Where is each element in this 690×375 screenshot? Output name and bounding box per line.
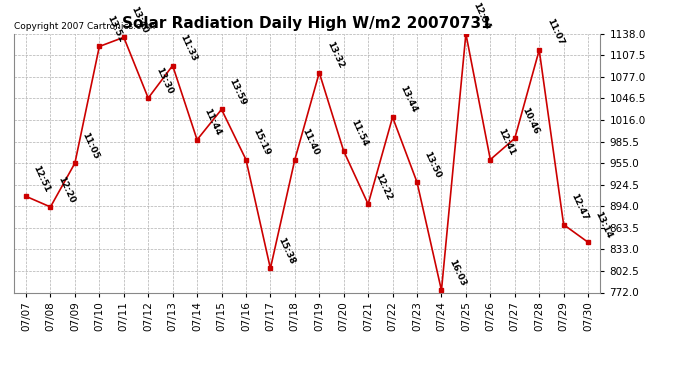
Text: 13:14: 13:14 [593,210,614,240]
Text: 13:40: 13:40 [129,5,150,34]
Text: 11:05: 11:05 [81,131,101,160]
Text: 13:51: 13:51 [105,14,125,44]
Text: 12:22: 12:22 [374,172,394,201]
Text: 13:44: 13:44 [398,84,419,114]
Text: 13:50: 13:50 [422,150,443,179]
Text: 16:03: 16:03 [447,258,467,288]
Text: 12:51: 12:51 [32,164,52,194]
Text: 13:32: 13:32 [325,40,345,70]
Text: 13:30: 13:30 [154,66,174,95]
Text: 15:19: 15:19 [252,127,272,157]
Text: 11:33: 11:33 [178,33,199,63]
Text: 11:07: 11:07 [545,18,565,47]
Text: Copyright 2007 Cartronics.com: Copyright 2007 Cartronics.com [14,22,155,31]
Text: 13:59: 13:59 [227,77,248,106]
Text: 12:47: 12:47 [569,192,589,222]
Text: 15:38: 15:38 [276,236,296,266]
Text: 12:20: 12:20 [56,174,76,204]
Text: 11:44: 11:44 [203,107,223,137]
Text: 11:40: 11:40 [300,127,321,157]
Text: 12:41: 12:41 [496,127,516,157]
Text: 11:54: 11:54 [349,118,370,148]
Title: Solar Radiation Daily High W/m2 20070731: Solar Radiation Daily High W/m2 20070731 [122,16,492,31]
Text: 12:34: 12:34 [471,1,492,31]
Text: 10:46: 10:46 [520,106,540,136]
